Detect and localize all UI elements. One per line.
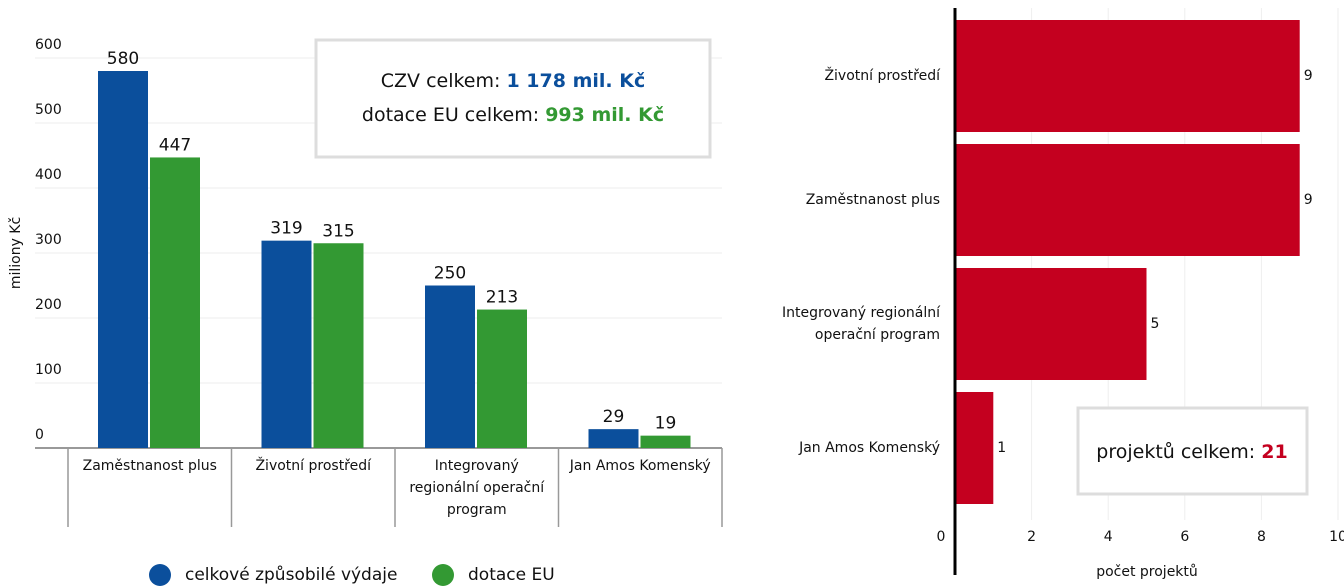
legend-label: dotace EU xyxy=(468,565,555,585)
bar xyxy=(588,429,639,448)
data-label: 5 xyxy=(1151,316,1160,332)
y-tick-label: Zaměstnanost plus xyxy=(805,192,940,208)
bar xyxy=(477,309,527,448)
data-label: 1 xyxy=(997,440,1006,456)
bar xyxy=(955,20,1300,132)
x-tick-label: 8 xyxy=(1257,529,1266,545)
x-tick-label: 6 xyxy=(1180,529,1189,545)
y-tick-label: 200 xyxy=(35,297,62,313)
y-tick-label: 300 xyxy=(35,232,62,248)
annotation: CZV celkem: 1 178 mil. Kč xyxy=(381,70,645,92)
x-axis-label: počet projektů xyxy=(1096,564,1198,580)
annotation-value: 993 mil. Kč xyxy=(545,104,664,126)
annotation-value: 21 xyxy=(1261,441,1287,463)
legend-marker xyxy=(432,564,454,586)
bar xyxy=(955,144,1300,256)
data-label: 250 xyxy=(434,264,466,284)
y-axis-label: miliony Kč xyxy=(8,217,24,289)
data-label: 9 xyxy=(1304,192,1313,208)
annotation-box xyxy=(1076,406,1309,496)
y-tick-label: 500 xyxy=(35,102,62,118)
annotation-box xyxy=(314,38,712,159)
bar xyxy=(150,157,200,448)
bar xyxy=(640,435,691,448)
bar xyxy=(313,243,364,448)
x-tick-label: Jan Amos Komenský xyxy=(569,458,711,474)
annotation-value: 1 178 mil. Kč xyxy=(506,70,645,92)
annotation-label: CZV celkem: xyxy=(381,70,501,92)
bar xyxy=(98,71,148,448)
y-tick-label: 0 xyxy=(35,427,44,443)
annotation: projektů celkem: 21 xyxy=(1096,441,1287,463)
annotation-label: projektů celkem: xyxy=(1096,441,1255,463)
y-tick-label: 600 xyxy=(35,37,62,53)
data-label: 9 xyxy=(1304,68,1313,84)
y-tick-label: Životní prostředí xyxy=(824,68,940,84)
x-tick-label: 0 xyxy=(937,529,946,545)
y-tick-label: 100 xyxy=(35,362,62,378)
data-label: 447 xyxy=(159,135,191,155)
y-tick-label: Jan Amos Komenský xyxy=(799,440,940,456)
bar xyxy=(425,285,475,448)
x-tick-label: 4 xyxy=(1104,529,1113,545)
data-label: 19 xyxy=(655,414,677,434)
x-tick-label: Životní prostředí xyxy=(255,458,372,474)
data-label: 29 xyxy=(603,407,625,427)
y-tick-label: Integrovaný regionální operační program xyxy=(782,305,940,343)
bar xyxy=(955,392,994,504)
x-tick-label: 10 xyxy=(1329,529,1344,545)
legend-label: celkové způsobilé výdaje xyxy=(185,565,397,585)
data-label: 213 xyxy=(486,288,518,308)
y-tick-label: 400 xyxy=(35,167,62,183)
x-tick-label: Integrovaný regionální operační program xyxy=(409,458,545,518)
x-tick-label: 2 xyxy=(1027,529,1036,545)
data-label: 319 xyxy=(270,219,302,239)
legend-marker xyxy=(149,564,171,586)
bar xyxy=(261,240,312,448)
bar xyxy=(955,268,1147,380)
annotation: dotace EU celkem: 993 mil. Kč xyxy=(362,104,664,126)
data-label: 580 xyxy=(107,49,139,69)
x-tick-label: Zaměstnanost plus xyxy=(82,458,217,474)
annotation-label: dotace EU celkem: xyxy=(362,104,539,126)
data-label: 315 xyxy=(322,221,354,241)
